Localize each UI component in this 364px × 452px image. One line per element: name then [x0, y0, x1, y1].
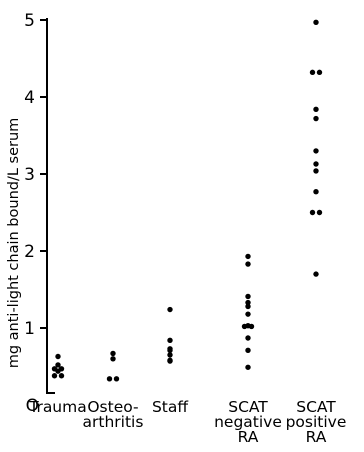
data-point	[313, 271, 319, 277]
data-point	[245, 299, 251, 306]
category-label: SCAT	[296, 398, 336, 416]
y-axis: O 1 2 3 4 5	[24, 11, 55, 416]
data-point	[313, 148, 319, 154]
category-label: positive	[286, 413, 347, 431]
y-tick-label: 3	[24, 165, 35, 185]
data-point	[245, 261, 251, 267]
data-point	[245, 347, 251, 354]
data-points	[51, 19, 323, 382]
category-label: RA	[306, 428, 327, 446]
data-point	[316, 69, 323, 76]
data-point	[55, 353, 61, 360]
y-tick-label: 1	[24, 319, 35, 339]
data-point	[313, 106, 319, 113]
data-point	[313, 189, 319, 195]
category-label: Staff	[152, 398, 188, 416]
y-axis-label: mg anti-light chain bound/L serum	[6, 118, 22, 369]
data-point	[58, 373, 65, 379]
data-point	[245, 364, 251, 370]
category-label: negative	[214, 413, 282, 431]
data-point	[309, 69, 316, 76]
data-point	[245, 303, 251, 310]
data-point	[55, 362, 61, 368]
data-point	[313, 168, 319, 174]
data-point	[316, 209, 323, 216]
data-point	[167, 337, 173, 344]
data-point	[245, 253, 251, 260]
category-label: SCAT	[228, 398, 268, 416]
data-point	[110, 350, 116, 357]
data-point	[167, 306, 173, 313]
data-point	[167, 347, 173, 354]
y-axis-line	[46, 18, 55, 394]
data-point	[313, 161, 319, 167]
data-point	[106, 376, 113, 382]
data-point	[248, 323, 255, 330]
data-point	[241, 323, 248, 330]
category-label: Osteo-	[87, 398, 138, 416]
category-label: RA	[238, 428, 259, 446]
category-label: arthritis	[83, 413, 144, 431]
data-point	[313, 115, 319, 122]
data-point	[110, 356, 116, 362]
data-point	[313, 19, 319, 26]
y-tick-label: O	[26, 396, 39, 416]
y-tick-label: 2	[24, 242, 35, 262]
category-label: Trauma	[28, 398, 86, 416]
data-point	[51, 373, 58, 379]
data-point	[245, 335, 251, 341]
data-point	[113, 376, 120, 382]
data-point	[55, 368, 61, 374]
y-tick-label: 5	[24, 11, 35, 31]
data-point	[167, 358, 173, 364]
data-point	[309, 209, 316, 216]
data-point	[245, 311, 251, 317]
data-point	[245, 293, 251, 300]
y-tick-label: 4	[24, 88, 35, 108]
data-point	[167, 352, 173, 358]
